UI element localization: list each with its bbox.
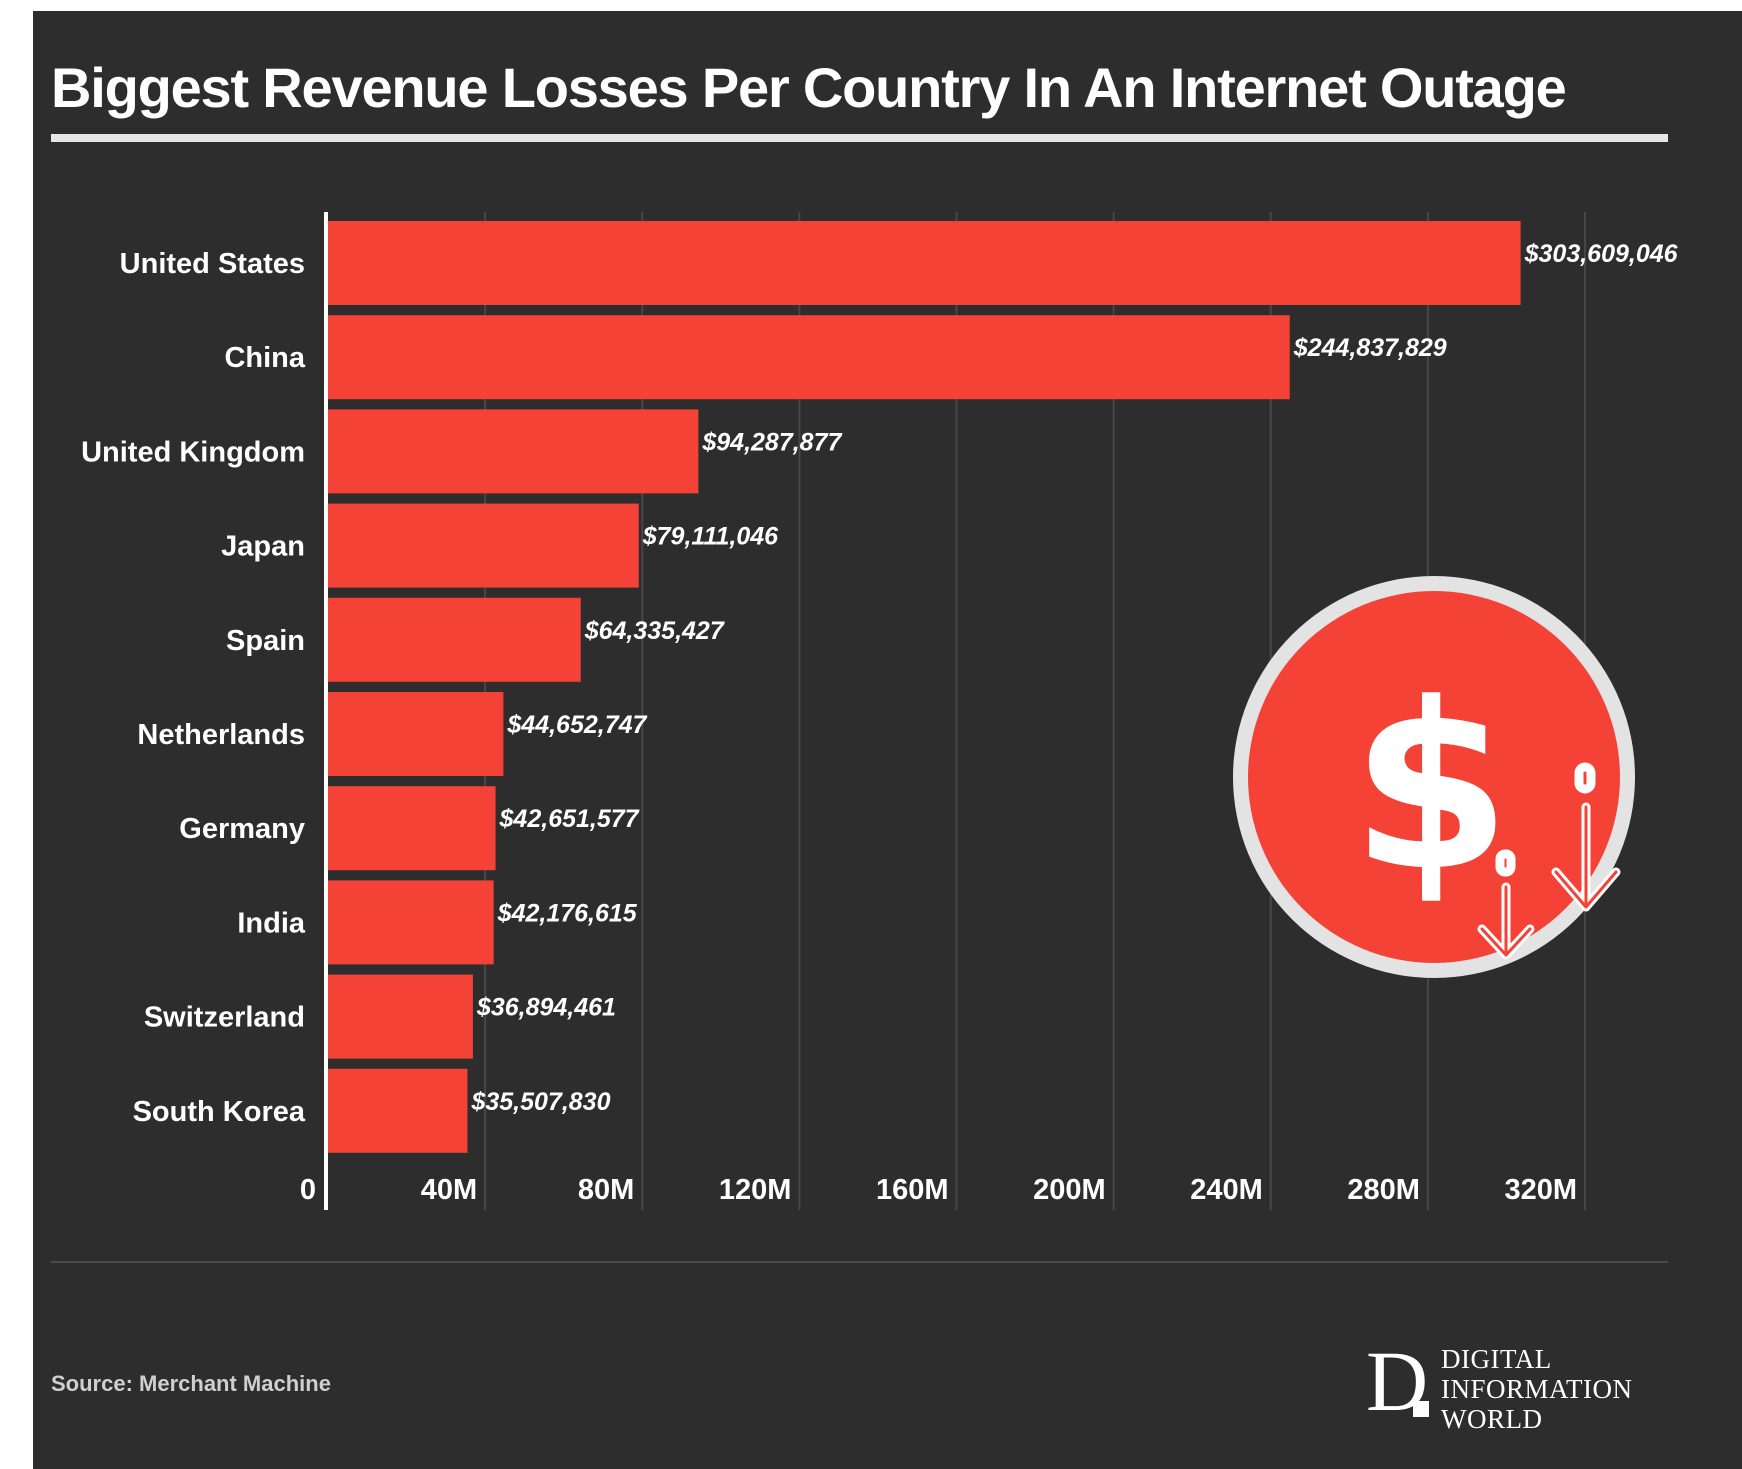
bar [328, 409, 699, 494]
category-label: Spain [226, 625, 305, 657]
x-tick-label: 120M [719, 1174, 792, 1206]
value-label: $79,111,046 [642, 523, 779, 551]
bar [328, 880, 494, 965]
logo-square [1413, 1401, 1429, 1417]
x-tick-label: 200M [1033, 1174, 1106, 1206]
bar [328, 786, 496, 871]
value-label: $64,335,427 [584, 617, 725, 645]
bar [328, 315, 1290, 400]
value-label: $35,507,830 [470, 1088, 610, 1116]
source-note: Source: Merchant Machine [51, 1371, 331, 1396]
category-label: Netherlands [137, 719, 305, 751]
chart-title: Biggest Revenue Losses Per Country In An… [51, 56, 1567, 119]
bar [328, 597, 581, 682]
x-tick-label: 0 [300, 1174, 316, 1206]
bar [328, 692, 504, 776]
x-tick-label: 40M [421, 1174, 477, 1206]
dollar-coin-down-arrows-icon: $ [1224, 567, 1644, 987]
title-underline [51, 134, 1668, 142]
x-tick-label: 80M [578, 1174, 634, 1206]
value-label: $36,894,461 [476, 994, 616, 1022]
category-label: India [237, 907, 306, 939]
logo-line-2: INFORMATION [1441, 1374, 1633, 1404]
category-label: China [224, 342, 305, 374]
footer-divider [51, 1261, 1668, 1263]
logo-line-1: DIGITAL [1441, 1344, 1552, 1374]
x-tick-label: 240M [1190, 1174, 1263, 1206]
category-label: United Kingdom [81, 436, 305, 468]
x-tick-label: 280M [1347, 1174, 1420, 1206]
bar [328, 503, 639, 588]
value-label: $44,652,747 [506, 711, 647, 739]
value-label: $94,287,877 [701, 428, 842, 456]
value-label: $303,609,046 [1524, 240, 1679, 268]
bar [328, 221, 1521, 305]
category-label: Japan [221, 531, 305, 563]
category-label: Switzerland [144, 1002, 305, 1034]
value-label: $42,176,615 [497, 899, 638, 927]
x-tick-label: 160M [876, 1174, 949, 1206]
svg-text:$: $ [1351, 655, 1511, 922]
value-label: $244,837,829 [1293, 334, 1447, 362]
value-label: $42,651,577 [499, 805, 640, 833]
category-label: South Korea [133, 1096, 306, 1128]
brand-logo: D DIGITAL INFORMATION WORLD [1366, 1338, 1686, 1438]
bar [328, 974, 473, 1059]
x-tick-label: 320M [1504, 1174, 1577, 1206]
bar [328, 1068, 468, 1153]
logo-line-3: WORLD [1441, 1404, 1543, 1434]
category-label: United States [120, 248, 305, 280]
category-label: Germany [179, 813, 305, 845]
